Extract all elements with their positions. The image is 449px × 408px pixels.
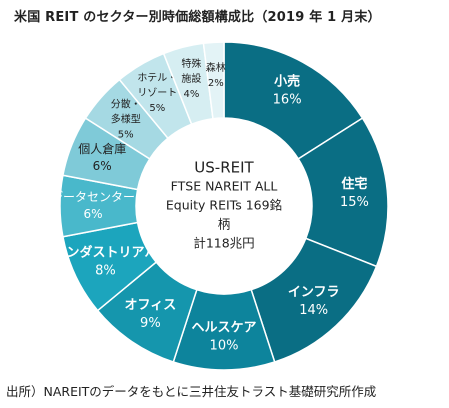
slice-value-label-10: 5% (149, 103, 165, 114)
slice-name-label-9: 多様型 (111, 112, 141, 125)
slice-value-label-2: 15% (340, 195, 369, 210)
slice-name-label-3: インフラ (288, 285, 340, 300)
slice-value-label-12: 2% (208, 78, 224, 89)
slice-name-label-6: インダストリアル (54, 244, 158, 260)
slice-name-label-5: オフィス (124, 298, 176, 313)
center-text-line-1: US-REIT (194, 159, 254, 177)
source-note: 出所）NAREITのデータをもとに三井住友トラスト基礎研究所作成 (6, 384, 377, 399)
donut-center (137, 119, 311, 293)
slice-name-label-4: ヘルスケア (191, 321, 256, 336)
slice-12 (202, 41, 225, 120)
slice-value-label-3: 14% (299, 303, 328, 318)
slice-value-label-9: 5% (118, 129, 134, 140)
center-text-line-5: 計118兆円 (193, 236, 254, 251)
slice-value-label-7: 6% (83, 207, 102, 221)
center-text-line-3: Equity REITs 169銘 (166, 198, 282, 213)
slice-name-label-9: 分散・ (111, 97, 141, 110)
chart-title: 米国 REIT のセクター別時価総額構成比（2019 年 1 月末） (14, 10, 381, 25)
slice-value-label-1: 16% (273, 93, 302, 108)
slice-name-label-8: 個人倉庫 (78, 141, 126, 156)
slice-name-label-7: データセンター (51, 189, 135, 204)
slice-name-label-12: 森林 (206, 61, 226, 74)
slice-name-label-1: 小売 (274, 74, 300, 90)
slice-name-label-10: ホテル・ (137, 72, 177, 84)
slice-name-label-2: 住宅 (341, 176, 367, 192)
slice-value-label-5: 9% (140, 316, 161, 331)
slice-value-label-6: 8% (95, 263, 116, 278)
slice-value-label-4: 10% (210, 339, 239, 354)
slice-value-label-8: 6% (93, 159, 112, 173)
center-text-line-2: FTSE NAREIT ALL (171, 179, 278, 194)
slice-name-label-10: リゾート (137, 87, 177, 99)
center-text-line-4: 柄 (218, 217, 231, 232)
slice-name-label-11: 特殊 (181, 57, 201, 70)
slice-name-label-11: 施設 (181, 72, 201, 85)
slice-value-label-11: 4% (183, 89, 199, 100)
